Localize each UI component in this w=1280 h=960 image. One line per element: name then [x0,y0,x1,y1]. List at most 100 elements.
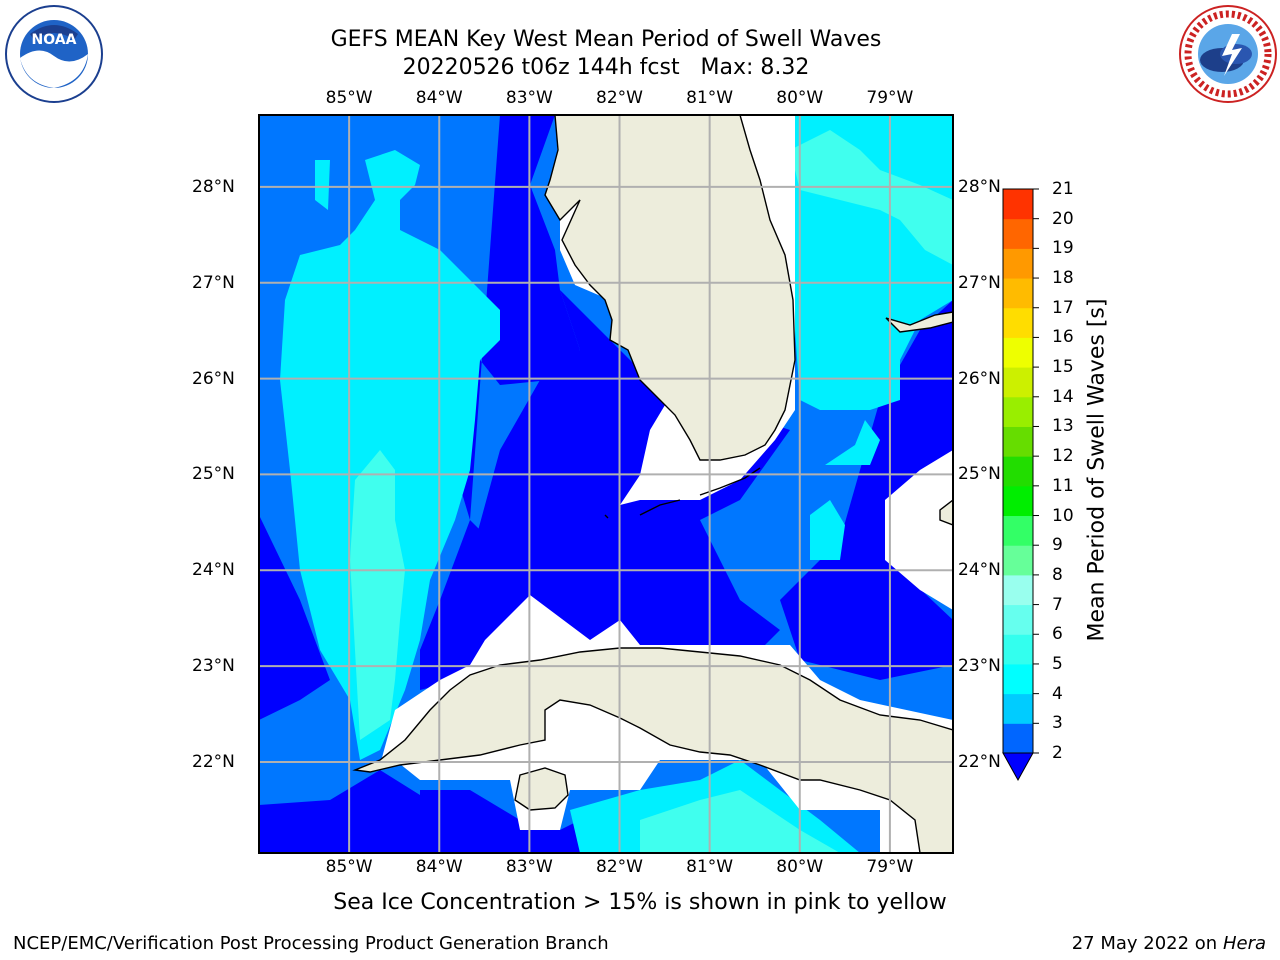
colorbar-segment [1003,485,1033,517]
colorbar-segment [1003,396,1033,427]
cuba-land [352,647,953,853]
lon-tick-label: 79°W [866,88,914,108]
colorbar-tick-label: 2 [1052,743,1063,763]
sea-ice-note: Sea Ice Concentration > 15% is shown in … [333,890,947,915]
colorbar [1002,188,1039,782]
colorbar-tick-label: 9 [1052,535,1063,556]
colorbar-segment [1003,545,1033,576]
chart-title: GEFS MEAN Key West Mean Period of Swell … [330,27,882,52]
map-fill-layer [259,115,953,853]
colorbar-segment [1003,189,1033,220]
colorbar-segment [1003,456,1033,487]
lat-tick-label: 28°N [192,176,235,197]
footer-branch: NCEP/EMC/Verification Post Processing Pr… [13,933,609,954]
colorbar-tick-label: 15 [1052,357,1074,378]
lon-tick-label: 80°W [776,88,824,108]
swell-level-4-6-east-patch [825,420,880,465]
colorbar-tick-label: 4 [1052,683,1063,704]
lat-tick-label: 24°N [958,560,1001,581]
colorbar-segment [1003,693,1033,724]
footer-date: 27 May 2022 on Hera [1072,933,1266,954]
lon-tick-label: 83°W [505,857,553,877]
lon-tick-label: 81°W [686,88,734,108]
swell-level-4-6-gulf [280,150,500,760]
colorbar-segment [1003,337,1033,368]
lon-tick-label: 84°W [415,88,463,108]
colorbar-label: Mean Period of Swell Waves [s] [1084,298,1110,642]
colorbar-tick-label: 17 [1052,297,1074,318]
colorbar-tick-label: 13 [1052,416,1074,437]
colorbar-tick-label: 11 [1052,475,1074,496]
lat-tick-label: 26°N [958,368,1001,389]
colorbar-segment [1003,248,1033,279]
map-frame [258,114,954,854]
footer-machine: Hera [1222,933,1266,954]
lon-tick-label: 85°W [325,88,373,108]
lon-tick-label: 82°W [596,88,643,108]
colorbar-tick-label: 20 [1052,208,1074,229]
lat-tick-label: 27°N [192,272,235,293]
nws-logo-icon [1179,5,1277,103]
lat-tick-label: 25°N [958,464,1001,485]
colorbar-segment [1003,307,1033,338]
swell-level-6-8-south [640,790,840,853]
colorbar-segment [1003,634,1033,665]
lon-tick-label: 83°W [505,88,553,108]
colorbar-frame [1002,188,1034,754]
lat-tick-label: 23°N [958,656,1001,677]
lat-tick-label: 22°N [192,751,235,772]
footer-date-text: 27 May 2022 on [1071,933,1218,954]
colorbar-segment [1003,426,1033,457]
andros-land [939,499,953,526]
colorbar-tick-label: 5 [1052,653,1063,674]
colorbar-segment [1003,574,1033,606]
colorbar-tick-label: 16 [1052,327,1074,348]
lat-tick-label: 22°N [958,751,1001,772]
swell-level-under-2-straits [420,290,790,680]
colorbar-tick-label: 7 [1052,594,1063,615]
colorbar-tick-label: 3 [1052,713,1063,734]
lat-tick-label: 23°N [192,656,235,677]
lon-tick-label: 81°W [686,857,734,877]
swell-level-under-2-east [780,300,953,680]
noaa-logo-icon: NOAA [5,5,103,103]
lon-tick-label: 80°W [776,857,824,877]
lat-tick-label: 27°N [958,272,1001,293]
lon-tick-label: 82°W [596,857,643,877]
svg-text:NOAA: NOAA [32,32,77,48]
colorbar-segment [1003,663,1033,695]
colorbar-tick-label: 18 [1052,268,1074,289]
colorbar-tick-label: 6 [1052,624,1063,645]
colorbar-segment [1003,723,1033,754]
lon-tick-label: 79°W [866,857,914,877]
swell-level-under-2-west [259,515,330,720]
lon-tick-label: 85°W [325,857,373,877]
colorbar-tick-label: 21 [1052,179,1074,199]
map-gridlines [259,115,953,853]
colorbar-tick-label: 12 [1052,446,1074,467]
colorbar-segment [1003,218,1033,249]
florida-land [544,115,796,461]
lat-tick-label: 24°N [192,560,235,581]
swell-level-6-8-atlantic [790,130,953,265]
colorbar-segment [1003,515,1033,546]
isla-juventud-land [514,767,569,811]
chart-subtitle: 20220526 t06z 144h fcst Max: 8.32 [402,55,810,80]
colorbar-segment [1003,604,1033,635]
colorbar-tick-label: 10 [1052,505,1074,526]
swell-level-4-6-gulf-north [315,160,330,210]
lat-tick-label: 26°N [192,368,235,389]
colorbar-segment [1003,278,1033,309]
lat-tick-label: 28°N [958,176,1001,197]
swell-level-6-8-band [350,450,405,740]
bahamas-land [885,311,953,333]
colorbar-tick-label: 14 [1052,386,1074,407]
colorbar-extend-min [1002,752,1034,782]
swell-level-4-6-bahamas-patch [810,500,845,560]
colorbar-tick-label: 8 [1052,564,1063,585]
swell-level-under-2-southwest [259,770,420,853]
colorbar-tick-label: 19 [1052,238,1074,259]
lon-tick-label: 84°W [415,857,463,877]
swell-level-under-2-gulf [420,115,580,690]
